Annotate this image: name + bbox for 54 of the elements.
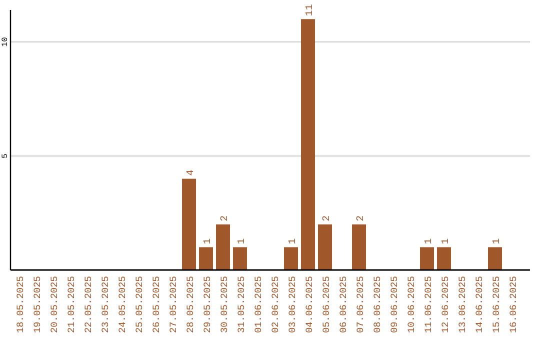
x-tick-label: 20.05.2025 (49, 276, 60, 334)
x-tick-label: 21.05.2025 (66, 276, 77, 334)
x-tick-label: 04.06.2025 (304, 276, 315, 334)
data-label: 2 (356, 215, 367, 222)
x-tick-label: 08.06.2025 (372, 276, 383, 334)
bar (199, 247, 213, 270)
x-tick-label: 02.06.2025 (270, 276, 281, 334)
data-label: 2 (322, 215, 333, 222)
x-tick-label: 18.05.2025 (15, 276, 26, 334)
x-tick-label: 27.05.2025 (168, 276, 179, 334)
x-tick-label: 30.05.2025 (219, 276, 230, 334)
bar (488, 247, 502, 270)
data-label: 1 (237, 238, 248, 244)
x-tick-label: 12.06.2025 (440, 276, 451, 334)
y-tick-label: 10 (1, 36, 10, 47)
data-label: 2 (220, 215, 231, 222)
x-tick-label: 13.06.2025 (457, 276, 468, 334)
x-tick-label: 29.05.2025 (202, 276, 213, 334)
x-tick-label: 24.05.2025 (117, 276, 128, 334)
x-tick-label: 06.06.2025 (338, 276, 349, 334)
x-tick-label: 16.06.2025 (508, 276, 519, 334)
x-tick-label: 22.05.2025 (83, 276, 94, 334)
bar (420, 247, 434, 270)
data-label: 1 (441, 238, 452, 244)
data-label: 1 (424, 238, 435, 244)
x-tick-label: 01.06.2025 (253, 276, 264, 334)
x-tick-label: 09.06.2025 (389, 276, 400, 334)
x-tick-label: 31.05.2025 (236, 276, 247, 334)
x-tick-label: 19.05.2025 (32, 276, 43, 334)
x-tick-label: 03.06.2025 (287, 276, 298, 334)
bar (318, 224, 332, 270)
x-tick-label: 25.05.2025 (134, 276, 145, 334)
x-tick-label: 26.05.2025 (151, 276, 162, 334)
x-tick-label: 10.06.2025 (406, 276, 417, 334)
data-label: 4 (186, 170, 197, 176)
x-tick-label: 11.06.2025 (423, 276, 434, 334)
y-tick-label: 5 (1, 153, 10, 158)
bar (216, 224, 230, 270)
x-tick-label: 23.05.2025 (100, 276, 111, 334)
data-label: 1 (288, 238, 299, 244)
bar (437, 247, 451, 270)
bar (301, 19, 315, 270)
data-label: 1 (492, 238, 503, 244)
data-label: 1 (203, 238, 214, 244)
bar (352, 224, 366, 270)
x-tick-label: 07.06.2025 (355, 276, 366, 334)
x-tick-label: 15.06.2025 (491, 276, 502, 334)
data-label: 11 (305, 4, 316, 16)
bar (182, 178, 196, 270)
x-tick-label: 28.05.2025 (185, 276, 196, 334)
bar (284, 247, 298, 270)
bar (233, 247, 247, 270)
x-tick-label: 14.06.2025 (474, 276, 485, 334)
x-tick-label: 05.06.2025 (321, 276, 332, 334)
